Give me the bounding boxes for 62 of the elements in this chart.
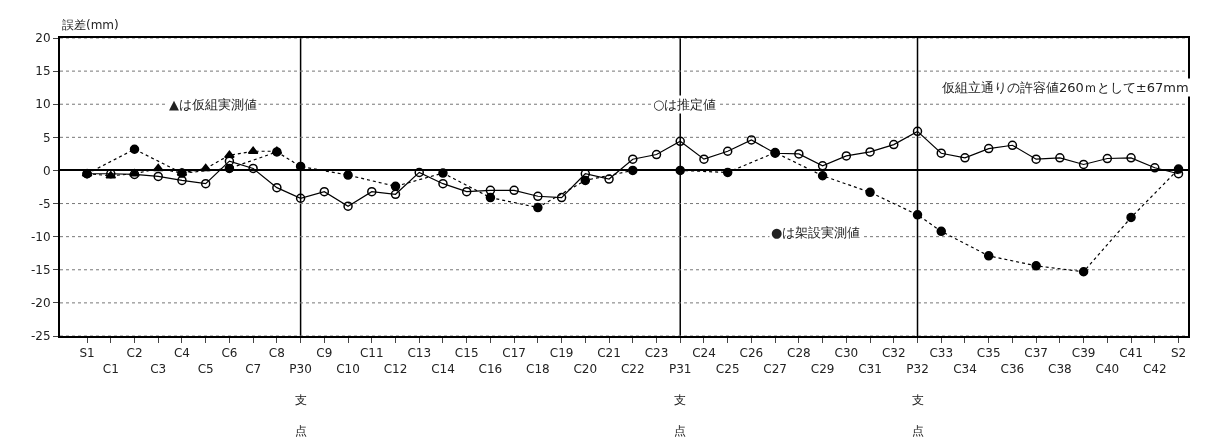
x-tick-label: C21 — [597, 346, 621, 361]
y-tick-label: 20 — [35, 31, 51, 46]
x-tick-label: C11 — [359, 346, 384, 361]
annotation: ●は架設実測値 — [771, 225, 861, 240]
annotation: ○は推定値 — [653, 97, 717, 112]
x-tick-label: C35 — [976, 346, 1001, 361]
x-tick-label: C31 — [858, 362, 882, 376]
y-axis-title: 誤差(mm) — [62, 18, 119, 32]
y-tick-label: 0 — [42, 163, 51, 178]
x-tick-label: C4 — [173, 346, 190, 361]
annotation: ▲は仮組実測値 — [169, 97, 257, 112]
x-tick-label: C14 — [431, 362, 455, 376]
x-tick-label: C9 — [316, 346, 333, 361]
y-tick-label: -10 — [30, 229, 51, 244]
x-tick-label: C42 — [1142, 362, 1167, 376]
y-tick-label: 10 — [35, 97, 51, 112]
x-tick-label: C34 — [953, 362, 977, 376]
y-tick-label: -25 — [30, 329, 51, 344]
category-label: P31 支点 — [668, 362, 692, 439]
x-tick-label: C12 — [383, 362, 408, 376]
x-tick-label: C23 — [644, 346, 669, 361]
x-tick-label: C5 — [197, 362, 214, 376]
x-tick-label: C13 — [407, 346, 432, 361]
x-tick-label: C28 — [787, 346, 811, 361]
x-tick-label: C41 — [1119, 346, 1143, 361]
x-tick-label: C37 — [1024, 346, 1048, 361]
x-tick-label: C22 — [620, 362, 645, 376]
y-tick-label: -20 — [30, 296, 51, 311]
x-tick-label: C38 — [1048, 362, 1072, 376]
x-tick-label: C10 — [336, 362, 360, 376]
x-tick-label: C15 — [454, 346, 479, 361]
x-tick-label: C40 — [1095, 362, 1120, 376]
x-tick-label: S2 — [1170, 346, 1187, 361]
category-label: P30 支点 — [289, 362, 312, 439]
annotation: 仮組立通りの許容値260ｍとして±67mm — [941, 80, 1189, 95]
x-tick-label: C17 — [502, 346, 526, 361]
y-tick-label: 15 — [35, 64, 51, 79]
x-tick-label: S1 — [79, 346, 95, 361]
x-tick-label: C33 — [929, 346, 954, 361]
x-tick-label: C18 — [526, 362, 550, 376]
x-tick-label: C32 — [881, 346, 906, 361]
x-tick-label: C20 — [573, 362, 598, 376]
x-tick-label: C29 — [810, 362, 835, 376]
x-tick-label: C30 — [834, 346, 859, 361]
y-tick-label: -5 — [38, 196, 51, 211]
y-tick-label: -15 — [30, 262, 51, 277]
x-tick-label: C26 — [739, 346, 764, 361]
x-tick-label: C16 — [478, 362, 503, 376]
x-tick-label: C1 — [102, 362, 119, 376]
x-tick-label: C36 — [1000, 362, 1025, 376]
x-tick-label: C6 — [221, 346, 238, 361]
x-tick-label: C8 — [268, 346, 285, 361]
x-tick-label: C2 — [126, 346, 143, 361]
x-tick-label: C7 — [245, 362, 262, 376]
category-label: P32 支点 — [906, 362, 929, 439]
x-tick-label: C19 — [549, 346, 574, 361]
x-tick-label: C27 — [763, 362, 787, 376]
x-tick-label: C39 — [1071, 346, 1096, 361]
x-tick-label: C24 — [692, 346, 716, 361]
y-tick-label: 5 — [42, 130, 51, 145]
x-tick-label: C25 — [715, 362, 740, 376]
x-tick-label: C3 — [150, 362, 167, 376]
